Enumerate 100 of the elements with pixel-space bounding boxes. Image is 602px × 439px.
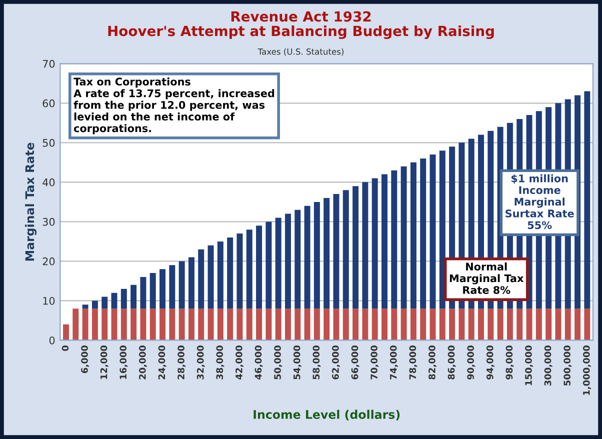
x-axis-title: Income Level (dollars) bbox=[254, 410, 400, 420]
bar bbox=[478, 308, 484, 340]
bar bbox=[160, 269, 166, 309]
x-tick-label: 98,000 bbox=[506, 346, 514, 380]
x-tick-label: 28,000 bbox=[178, 346, 186, 380]
x-tick-label: 66,000 bbox=[351, 346, 360, 380]
bar bbox=[449, 308, 456, 340]
y-tick-label: 40 bbox=[42, 178, 55, 186]
y-tick-label: 60 bbox=[42, 99, 55, 108]
x-tick-label: 1,000,000 bbox=[582, 346, 591, 395]
x-tick-label: 150,000 bbox=[525, 346, 534, 386]
bar bbox=[246, 308, 252, 340]
bar bbox=[342, 190, 349, 309]
bar bbox=[497, 308, 504, 340]
bar bbox=[217, 241, 224, 309]
bar bbox=[526, 308, 532, 340]
x-tick-label: 42,000 bbox=[236, 346, 244, 380]
bar bbox=[102, 296, 108, 309]
bar bbox=[246, 230, 252, 309]
bar bbox=[439, 308, 446, 340]
bar bbox=[102, 308, 108, 340]
x-tick-label: 74,000 bbox=[390, 346, 398, 380]
bar bbox=[236, 308, 243, 340]
bar bbox=[391, 170, 398, 309]
bar bbox=[488, 308, 494, 340]
bar bbox=[372, 308, 378, 340]
y-axis-title: Marginal Tax Rate bbox=[25, 142, 37, 261]
bar bbox=[352, 308, 359, 340]
bar bbox=[178, 308, 185, 340]
bar bbox=[227, 238, 234, 309]
bar bbox=[169, 265, 176, 309]
x-tick-label: 20,000 bbox=[138, 346, 147, 380]
bar bbox=[536, 308, 542, 340]
bar bbox=[198, 308, 204, 340]
x-tick-label: 94,000 bbox=[486, 346, 494, 380]
x-tick-label: 82,000 bbox=[428, 346, 437, 380]
bar bbox=[256, 226, 262, 309]
bar bbox=[430, 308, 436, 340]
bar bbox=[574, 308, 581, 340]
bar bbox=[150, 308, 156, 340]
bar bbox=[236, 234, 243, 309]
y-tick-label: 30 bbox=[42, 218, 55, 226]
bar bbox=[584, 308, 590, 340]
bar bbox=[516, 308, 523, 340]
bar bbox=[372, 178, 378, 309]
x-tick-label: 62,000 bbox=[332, 346, 340, 380]
bar bbox=[92, 300, 98, 309]
bar bbox=[304, 308, 310, 340]
bar bbox=[169, 308, 176, 340]
bar bbox=[439, 150, 446, 309]
x-tick-label: 54,000 bbox=[293, 346, 302, 380]
x-tick-label: 90,000 bbox=[467, 346, 476, 380]
x-tick-label: 16,000 bbox=[120, 346, 128, 379]
bar bbox=[72, 308, 79, 340]
bar bbox=[111, 308, 118, 340]
x-tick-label: 24,000 bbox=[158, 346, 166, 380]
bar bbox=[468, 308, 474, 340]
bar bbox=[400, 308, 407, 340]
bar bbox=[130, 308, 137, 340]
x-tick-label: 32,000 bbox=[196, 346, 205, 380]
bar bbox=[324, 308, 330, 340]
annotation: Tax on Corporations A rate of 13.75 percent, increased from the prior 12.0 percent, was levied on the net income of corporations. bbox=[74, 77, 274, 134]
chart-subtitle: Taxes (U.S. Statutes) bbox=[258, 48, 344, 56]
bar bbox=[564, 308, 571, 340]
bar bbox=[120, 288, 127, 309]
y-tick-label: 0 bbox=[49, 336, 55, 344]
x-tick-label: 12,000 bbox=[100, 346, 108, 379]
y-tick-label: 20 bbox=[42, 257, 55, 266]
bar bbox=[208, 308, 214, 340]
bar bbox=[266, 222, 272, 309]
chart-title: Revenue Act 1932 Hoover's Attempt at Balancing Budget by Raising bbox=[108, 11, 494, 40]
bar bbox=[555, 308, 562, 340]
bar bbox=[208, 245, 214, 309]
bar bbox=[284, 308, 291, 340]
bar bbox=[82, 308, 88, 340]
x-tick-label: 70,000 bbox=[370, 346, 379, 380]
bar bbox=[420, 308, 426, 340]
bar bbox=[546, 308, 552, 340]
x-tick-label: 78,000 bbox=[409, 346, 418, 380]
bar bbox=[198, 249, 204, 309]
x-tick-label: 6,000 bbox=[81, 346, 90, 374]
bar bbox=[294, 210, 301, 309]
bar bbox=[304, 206, 310, 309]
x-tick-label: 500,000 bbox=[564, 346, 572, 386]
bar bbox=[362, 308, 368, 340]
bar bbox=[188, 257, 194, 309]
x-tick-label: 58,000 bbox=[312, 346, 321, 380]
bar bbox=[410, 162, 416, 309]
bar bbox=[120, 308, 127, 340]
bar bbox=[382, 308, 388, 340]
bar bbox=[333, 308, 340, 340]
bar bbox=[82, 304, 88, 309]
bar bbox=[256, 308, 262, 340]
bar bbox=[314, 308, 320, 340]
bar bbox=[140, 277, 146, 309]
bar bbox=[382, 174, 388, 309]
bar bbox=[420, 158, 426, 309]
annotation: Normal Marginal Tax Rate 8% bbox=[450, 262, 524, 294]
bar bbox=[352, 186, 359, 309]
x-tick-label: 86,000 bbox=[448, 346, 456, 380]
